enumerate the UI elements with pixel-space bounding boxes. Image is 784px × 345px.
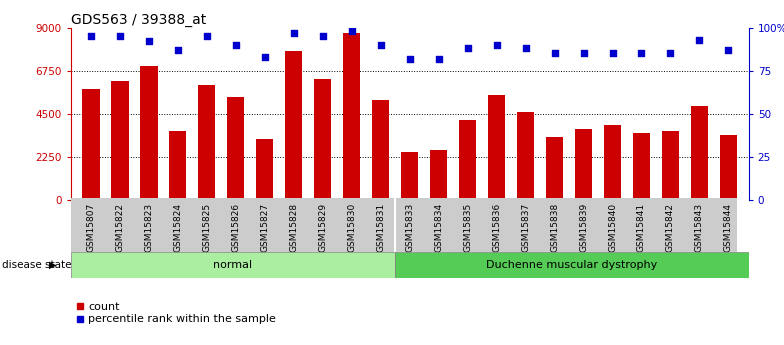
Point [432,56,445,61]
Bar [314,79,332,200]
Text: GSM15827: GSM15827 [260,203,269,252]
Bar [227,97,245,200]
Bar [459,120,477,200]
Point [114,33,126,39]
Point [230,42,242,48]
Point [635,51,648,56]
Text: GSM15835: GSM15835 [463,203,472,252]
Text: GSM15822: GSM15822 [115,203,125,252]
Text: GSM15831: GSM15831 [376,203,385,252]
Text: GSM15844: GSM15844 [724,203,733,252]
Point [172,47,184,53]
Point [85,33,97,39]
Point [259,54,271,60]
Text: GSM15839: GSM15839 [579,203,588,252]
Text: GDS563 / 39388_at: GDS563 / 39388_at [71,12,206,27]
Point [606,51,619,56]
Bar [546,137,563,200]
Point [722,47,735,53]
Bar [604,125,621,200]
Bar [111,81,129,200]
Bar [662,131,679,200]
Text: GSM15826: GSM15826 [231,203,240,252]
Point [375,42,387,48]
Text: GSM15824: GSM15824 [173,203,183,252]
Text: ▶: ▶ [49,260,56,269]
Bar [82,89,100,200]
Bar [517,112,534,200]
Text: GSM15807: GSM15807 [86,203,96,252]
Bar [430,150,448,200]
Text: normal: normal [213,260,252,270]
Bar [691,106,708,200]
Text: GSM15829: GSM15829 [318,203,327,252]
Bar [71,252,395,278]
Bar [372,100,390,200]
Point [664,51,677,56]
Bar [256,139,274,200]
Point [693,37,706,42]
Legend: count, percentile rank within the sample: count, percentile rank within the sample [76,302,276,325]
Point [346,28,358,34]
Point [519,46,532,51]
Text: GSM15833: GSM15833 [405,203,414,252]
Bar [395,252,749,278]
Text: GSM15834: GSM15834 [434,203,443,252]
Text: GSM15841: GSM15841 [637,203,646,252]
Point [461,46,474,51]
Bar [198,85,216,200]
Text: disease state: disease state [2,260,71,269]
Text: GSM15828: GSM15828 [289,203,298,252]
Point [577,51,590,56]
Bar [575,129,592,200]
Text: GSM15843: GSM15843 [695,203,704,252]
Text: GSM15825: GSM15825 [202,203,211,252]
Bar [140,66,158,200]
Bar [169,131,187,200]
Point [288,30,300,36]
Bar [720,135,737,200]
Point [490,42,503,48]
Bar [488,95,505,200]
Text: GSM15842: GSM15842 [666,203,675,252]
Bar [343,33,361,200]
Point [548,51,561,56]
Text: GSM15837: GSM15837 [521,203,530,252]
Point [143,39,155,44]
Bar [401,152,419,200]
Text: GSM15838: GSM15838 [550,203,559,252]
Point [317,33,329,39]
Text: GSM15836: GSM15836 [492,203,501,252]
Point [201,33,213,39]
Text: Duchenne muscular dystrophy: Duchenne muscular dystrophy [486,260,658,270]
Bar [633,133,650,200]
Text: GSM15823: GSM15823 [144,203,154,252]
Point [403,56,416,61]
Text: GSM15840: GSM15840 [608,203,617,252]
Bar [285,51,303,200]
Text: GSM15830: GSM15830 [347,203,356,252]
